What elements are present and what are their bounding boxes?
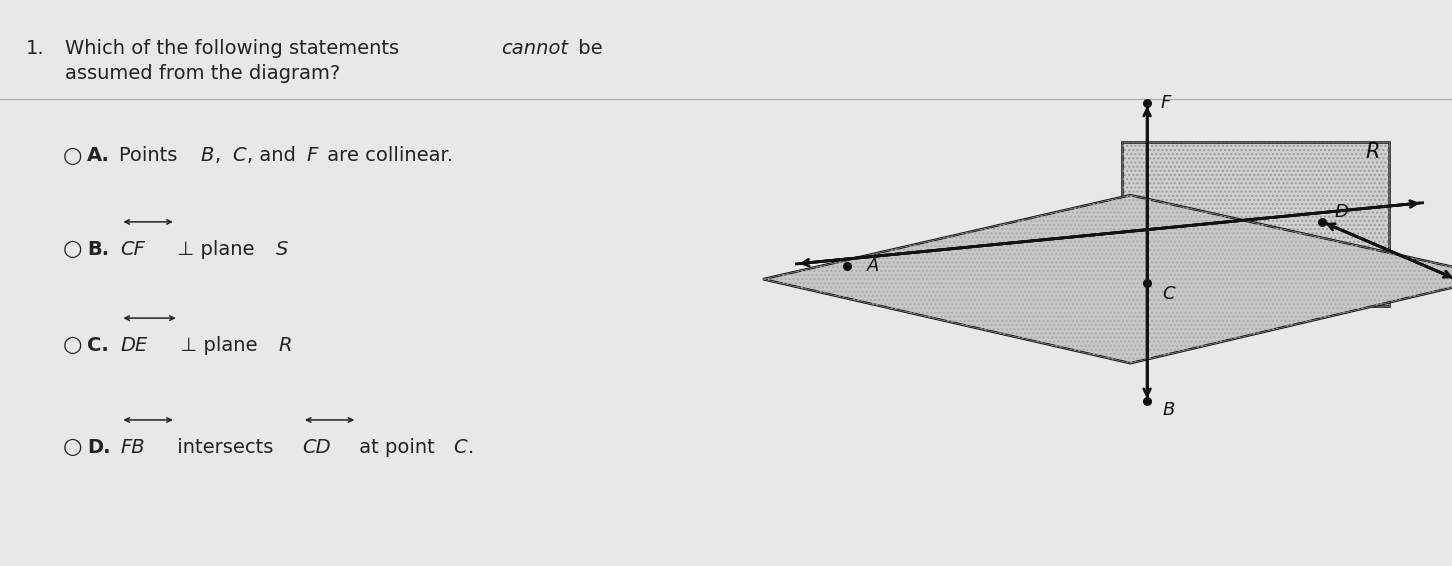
Text: A.: A. xyxy=(87,146,110,165)
Text: are collinear.: are collinear. xyxy=(321,146,453,165)
Text: F: F xyxy=(1160,95,1172,113)
Text: .: . xyxy=(468,438,473,457)
Text: ○: ○ xyxy=(62,335,81,355)
Text: DE: DE xyxy=(121,336,148,355)
Text: assumed from the diagram?: assumed from the diagram? xyxy=(65,64,341,83)
Text: ,: , xyxy=(215,146,228,165)
Text: CD: CD xyxy=(302,438,331,457)
Text: B: B xyxy=(1163,401,1175,419)
Text: F: F xyxy=(306,146,318,165)
Text: intersects: intersects xyxy=(171,438,280,457)
Text: cannot: cannot xyxy=(501,38,568,58)
Text: ⊥ plane: ⊥ plane xyxy=(171,239,261,259)
Text: Points: Points xyxy=(119,146,184,165)
Text: be: be xyxy=(572,38,603,58)
Text: C: C xyxy=(1163,285,1175,303)
Text: Which of the following statements: Which of the following statements xyxy=(65,38,405,58)
Text: R: R xyxy=(1365,142,1379,161)
Text: D: D xyxy=(1334,203,1349,221)
Text: D.: D. xyxy=(87,438,110,457)
Text: B: B xyxy=(200,146,213,165)
Text: S: S xyxy=(276,239,289,259)
Polygon shape xyxy=(1122,142,1390,306)
Text: R: R xyxy=(279,336,292,355)
Text: B.: B. xyxy=(87,239,109,259)
Text: at point: at point xyxy=(353,438,441,457)
Text: ○: ○ xyxy=(62,145,81,166)
Text: ○: ○ xyxy=(62,239,81,259)
Polygon shape xyxy=(764,195,1452,363)
Text: , and: , and xyxy=(247,146,302,165)
Text: ⊥ plane: ⊥ plane xyxy=(174,336,264,355)
Text: FB: FB xyxy=(121,438,145,457)
Text: C: C xyxy=(453,438,466,457)
Text: A: A xyxy=(867,257,880,275)
Text: C: C xyxy=(232,146,245,165)
Text: CF: CF xyxy=(121,239,145,259)
Text: ○: ○ xyxy=(62,437,81,457)
Text: 1.: 1. xyxy=(26,38,45,58)
Text: C.: C. xyxy=(87,336,109,355)
